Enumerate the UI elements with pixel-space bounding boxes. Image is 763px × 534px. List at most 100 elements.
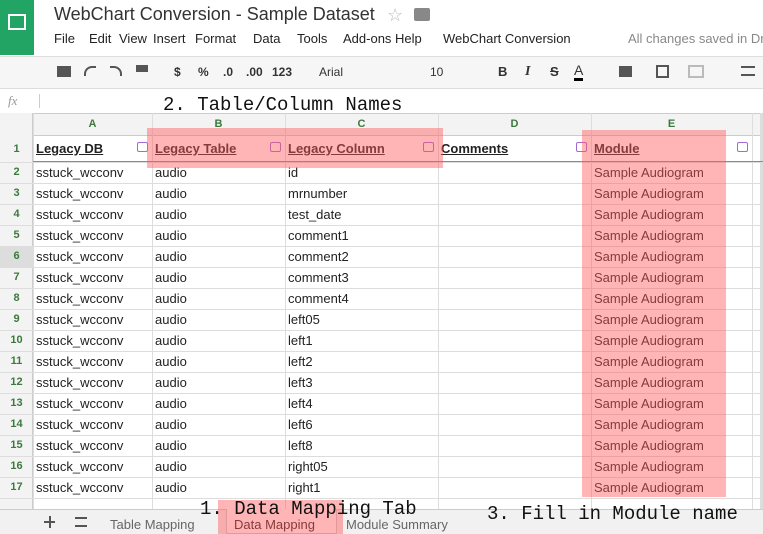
bold-button[interactable]: B <box>498 64 508 79</box>
row-number[interactable]: 9 <box>13 313 20 325</box>
cell[interactable]: Sample Audiogram <box>594 249 704 264</box>
cell[interactable]: sstuck_wcconv <box>36 270 124 285</box>
cell[interactable]: sstuck_wcconv <box>36 186 124 201</box>
cell[interactable]: comment1 <box>288 228 349 243</box>
row-number[interactable]: 8 <box>13 292 20 304</box>
menu-item[interactable]: Insert <box>153 31 186 46</box>
cell[interactable]: sstuck_wcconv <box>36 354 124 369</box>
cell[interactable]: audio <box>155 270 187 285</box>
cell[interactable]: audio <box>155 165 187 180</box>
cell[interactable]: id <box>288 165 299 180</box>
cell[interactable]: left4 <box>288 396 313 411</box>
cell[interactable]: audio <box>155 438 187 453</box>
cell[interactable]: Sample Audiogram <box>594 270 704 285</box>
cell[interactable]: Sample Audiogram <box>594 354 704 369</box>
cell[interactable]: Sample Audiogram <box>594 333 704 348</box>
cell[interactable]: audio <box>155 312 187 327</box>
row-number[interactable]: 3 <box>13 187 20 199</box>
cell[interactable]: sstuck_wcconv <box>36 438 124 453</box>
menu-item[interactable]: Tools <box>297 31 328 46</box>
cell[interactable]: Sample Audiogram <box>594 438 704 453</box>
cell[interactable]: sstuck_wcconv <box>36 228 124 243</box>
cell[interactable]: audio <box>155 417 187 432</box>
column-header[interactable]: B <box>214 118 223 130</box>
cell[interactable]: mrnumber <box>288 186 348 201</box>
cell[interactable]: sstuck_wcconv <box>36 165 124 180</box>
cell[interactable]: sstuck_wcconv <box>36 207 124 222</box>
cell[interactable]: Sample Audiogram <box>594 312 704 327</box>
cell[interactable]: Sample Audiogram <box>594 375 704 390</box>
cell[interactable]: audio <box>155 396 187 411</box>
cell[interactable]: comment4 <box>288 291 349 306</box>
column-header[interactable]: A <box>88 118 97 130</box>
cell[interactable]: left6 <box>288 417 313 432</box>
cell[interactable]: audio <box>155 249 187 264</box>
cell[interactable]: sstuck_wcconv <box>36 375 124 390</box>
row-number[interactable]: 17 <box>10 481 23 493</box>
row-number[interactable]: 2 <box>13 166 20 178</box>
cell[interactable]: audio <box>155 291 187 306</box>
cell[interactable]: audio <box>155 186 187 201</box>
cell[interactable]: Sample Audiogram <box>594 207 704 222</box>
menu-item[interactable]: File <box>54 31 75 46</box>
header-cell[interactable]: Legacy DB <box>36 141 104 156</box>
cell[interactable]: Sample Audiogram <box>594 396 704 411</box>
menu-item[interactable]: Help <box>395 31 422 46</box>
menu-item[interactable]: Edit <box>89 31 112 46</box>
add-sheet-v[interactable] <box>49 516 51 528</box>
row-number[interactable]: 12 <box>10 376 23 388</box>
star-icon[interactable]: ☆ <box>387 5 404 25</box>
filter-icon[interactable] <box>737 142 748 152</box>
cell[interactable]: right05 <box>288 459 328 474</box>
header-cell[interactable]: Legacy Table <box>155 141 237 156</box>
row-number[interactable]: 14 <box>10 418 23 430</box>
row-number[interactable]: 10 <box>10 334 23 346</box>
number-format-button[interactable]: 123 <box>272 65 293 79</box>
cell[interactable]: right1 <box>288 480 321 495</box>
cell[interactable]: left2 <box>288 354 313 369</box>
cell[interactable]: sstuck_wcconv <box>36 396 124 411</box>
font-select[interactable]: Arial <box>319 65 344 79</box>
cell[interactable]: sstuck_wcconv <box>36 312 124 327</box>
menu-item[interactable]: Data <box>253 31 281 46</box>
document-title[interactable]: WebChart Conversion - Sample Dataset <box>54 4 375 24</box>
sheet-tab[interactable]: Table Mapping <box>110 517 195 532</box>
row-number[interactable]: 1 <box>13 143 20 155</box>
cell[interactable]: audio <box>155 459 187 474</box>
cell[interactable]: left05 <box>288 312 320 327</box>
cell[interactable]: sstuck_wcconv <box>36 249 124 264</box>
sheet-tab-active[interactable]: Data Mapping <box>234 517 315 532</box>
row-number[interactable]: 6 <box>13 250 20 262</box>
fill-color-icon[interactable] <box>619 66 632 77</box>
increase-decimals-button[interactable]: .00 <box>246 65 263 79</box>
currency-button[interactable]: $ <box>174 65 181 79</box>
row-number[interactable]: 16 <box>10 460 23 472</box>
cell[interactable]: sstuck_wcconv <box>36 459 124 474</box>
sheet-tab[interactable]: Module Summary <box>346 517 448 532</box>
redo-icon[interactable] <box>110 66 122 76</box>
cell[interactable]: comment3 <box>288 270 349 285</box>
font-size-select[interactable]: 10 <box>430 65 444 79</box>
sheets-logo[interactable] <box>0 0 34 55</box>
row-number[interactable]: 15 <box>10 439 23 451</box>
column-header[interactable]: E <box>667 118 676 130</box>
percent-button[interactable]: % <box>198 65 209 79</box>
text-color-button[interactable]: A <box>574 62 584 81</box>
decrease-decimals-button[interactable]: .0 <box>223 65 234 79</box>
row-number[interactable]: 7 <box>13 271 20 283</box>
cell[interactable]: audio <box>155 354 187 369</box>
cell[interactable]: Sample Audiogram <box>594 186 704 201</box>
filter-icon[interactable] <box>137 142 148 152</box>
cell[interactable]: Sample Audiogram <box>594 480 704 495</box>
cell[interactable]: audio <box>155 375 187 390</box>
menu-item[interactable]: Format <box>195 31 237 46</box>
strikethrough-button[interactable]: S <box>550 64 559 79</box>
cell[interactable]: Sample Audiogram <box>594 291 704 306</box>
header-cell[interactable]: Legacy Column <box>288 141 385 156</box>
cell[interactable]: Sample Audiogram <box>594 417 704 432</box>
cell[interactable]: audio <box>155 333 187 348</box>
paint-format-icon[interactable] <box>136 65 148 72</box>
header-cell[interactable]: Module <box>594 141 640 156</box>
filter-icon[interactable] <box>423 142 434 152</box>
cell[interactable]: sstuck_wcconv <box>36 417 124 432</box>
